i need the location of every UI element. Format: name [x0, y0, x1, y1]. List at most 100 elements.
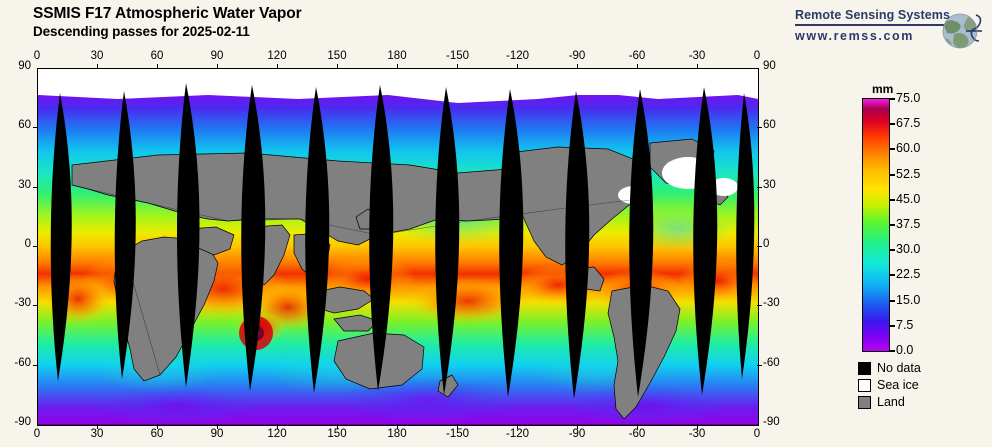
colorbar-tick	[889, 173, 895, 176]
x-axis-tick-top	[697, 64, 698, 69]
x-axis-tick-bottom	[697, 424, 698, 429]
x-axis-label-bottom: 30	[90, 428, 104, 440]
rss-logo[interactable]: Remote Sensing Systems www.remss.com	[795, 8, 985, 56]
x-axis-label-bottom: -120	[506, 428, 530, 440]
x-axis-tick-top	[577, 64, 578, 69]
map-plot[interactable]	[37, 68, 759, 426]
x-axis-tick-bottom	[157, 424, 158, 429]
x-axis-label-bottom: 0	[753, 428, 761, 440]
map-legend: No data Sea ice Land	[858, 360, 921, 411]
x-axis-label-top: 0	[753, 50, 761, 62]
colorbar-tick	[889, 299, 895, 302]
colorbar-tick	[889, 224, 895, 226]
y-axis-label-left: 30	[18, 178, 31, 191]
legend-item-sea-ice: Sea ice	[858, 377, 921, 393]
x-axis-tick-bottom	[97, 424, 98, 429]
y-axis-tick-right	[757, 127, 762, 129]
colorbar-tick-label: 60.0	[896, 141, 921, 156]
y-axis-tick-right	[757, 364, 762, 366]
page-subtitle: Descending passes for 2025-02-11	[33, 24, 250, 39]
no-data-swath-gaps	[50, 83, 755, 399]
colorbar	[862, 98, 890, 352]
y-axis-label-right: -60	[763, 356, 780, 369]
map-canvas	[38, 69, 758, 425]
legend-label: No data	[877, 361, 921, 375]
x-axis-label-bottom: -30	[688, 428, 706, 440]
x-axis-tick-top	[337, 64, 338, 69]
legend-item-land: Land	[858, 394, 921, 410]
y-axis-tick-left	[33, 246, 38, 247]
x-axis-tick-top	[517, 64, 518, 69]
colorbar-tick-label: 0.0	[896, 343, 914, 357]
x-axis-tick-bottom	[517, 424, 518, 429]
x-axis-label-bottom: 90	[210, 428, 224, 440]
x-axis-tick-top	[397, 64, 398, 69]
sea-ice-swatch	[858, 378, 871, 392]
page-title: SSMIS F17 Atmospheric Water Vapor	[33, 5, 302, 22]
x-axis-tick-bottom	[577, 424, 578, 429]
x-axis-label-top: -90	[568, 50, 586, 62]
logo-organization: Remote Sensing Systems	[795, 8, 951, 22]
x-axis-tick-top	[637, 64, 638, 69]
x-axis-label-bottom: 150	[327, 428, 347, 440]
y-axis-tick-left	[33, 127, 38, 129]
y-axis-label-left: -60	[14, 356, 31, 369]
sea-ice-mask	[38, 69, 758, 204]
y-axis-label-left: -90	[14, 416, 31, 428]
x-axis-tick-top	[277, 64, 278, 69]
x-axis-label-top: -60	[628, 50, 646, 62]
x-axis-label-bottom: 0	[33, 428, 41, 440]
y-axis-tick-right	[757, 246, 762, 247]
colorbar-tick	[889, 350, 895, 352]
x-axis-label-top: 150	[327, 50, 347, 62]
x-axis-tick-bottom	[637, 424, 638, 429]
colorbar-tick-label: 75.0	[896, 91, 921, 105]
y-axis-label-left: 0	[24, 238, 31, 250]
colorbar-tick	[889, 198, 895, 201]
x-axis-tick-top	[157, 64, 158, 69]
x-axis-label-bottom: 120	[267, 428, 287, 440]
colorbar-tick-label: 22.5	[896, 267, 921, 282]
x-axis-label-top: 120	[267, 50, 287, 62]
colorbar-tick	[889, 324, 895, 327]
y-axis-label-right: 0	[763, 238, 770, 250]
y-axis-label-left: 60	[18, 119, 31, 132]
x-axis-tick-top	[217, 64, 218, 69]
colorbar-tick	[889, 98, 895, 100]
x-axis-label-top: 180	[387, 50, 407, 62]
y-axis-tick-left	[33, 364, 38, 366]
colorbar-tick-label: 67.5	[896, 116, 921, 131]
y-axis-label-right: 60	[763, 119, 776, 132]
y-axis-tick-left	[33, 186, 38, 188]
legend-label: Sea ice	[877, 378, 919, 392]
water-vapor-heatmap	[38, 69, 758, 425]
x-axis-label-bottom: 180	[387, 428, 407, 440]
x-axis-tick-bottom	[457, 424, 458, 429]
y-axis-label-left: 90	[18, 60, 31, 72]
x-axis-tick-bottom	[217, 424, 218, 429]
y-axis-tick-left	[33, 305, 38, 307]
logo-divider	[795, 24, 952, 26]
legend-label: Land	[877, 395, 905, 409]
x-axis-label-top: 30	[90, 50, 104, 62]
title-block: SSMIS F17 Atmospheric Water Vapor Descen…	[33, 4, 302, 40]
x-axis-label-top: 90	[210, 50, 224, 62]
logo-url: www.remss.com	[795, 29, 914, 43]
y-axis-label-right: 30	[763, 178, 776, 191]
x-axis-tick-bottom	[337, 424, 338, 429]
x-axis-label-top: 0	[33, 50, 41, 62]
x-axis-label-bottom: 60	[150, 428, 164, 440]
colorbar-unit-label: mm	[872, 82, 894, 96]
colorbar-tick-label: 37.5	[896, 217, 921, 231]
colorbar-tick	[889, 148, 895, 151]
y-axis-label-left: -30	[14, 297, 31, 310]
colorbar-tick-label: 45.0	[896, 191, 921, 206]
colorbar-tick	[889, 123, 895, 126]
x-axis-label-bottom: -90	[568, 428, 586, 440]
legend-item-no-data: No data	[858, 360, 921, 376]
no-data-swatch	[858, 361, 871, 375]
y-axis-tick-right	[757, 186, 762, 188]
x-axis-tick-bottom	[397, 424, 398, 429]
y-axis-label-right: -90	[763, 416, 780, 428]
